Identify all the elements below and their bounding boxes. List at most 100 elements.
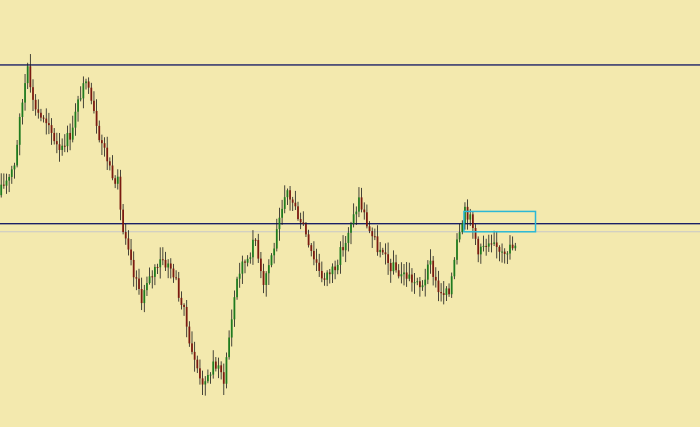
candle-bear — [103, 143, 106, 148]
candle-bear — [299, 219, 302, 223]
candle-bear — [185, 306, 188, 327]
candle-bear — [437, 280, 440, 293]
candles-layer — [0, 54, 517, 396]
candle-bull — [265, 273, 268, 285]
candle-bull — [408, 274, 411, 279]
candle-bear — [172, 268, 175, 278]
candle-bull — [482, 245, 485, 247]
candle-bear — [289, 190, 291, 200]
candle-bear — [297, 206, 299, 220]
candle-bear — [191, 343, 193, 352]
candle-bear — [328, 272, 331, 275]
candle-bear — [498, 246, 501, 252]
candle-bull — [241, 261, 244, 274]
candle-bear — [405, 272, 408, 279]
candle-bear — [485, 245, 488, 247]
candle-bull — [416, 281, 419, 283]
candle-bear — [389, 262, 392, 272]
candle-bear — [440, 292, 442, 294]
candle-bull — [159, 259, 162, 268]
candle-bear — [101, 140, 103, 144]
candle-bull — [85, 81, 87, 84]
candle-bear — [127, 238, 130, 250]
candle-bear — [98, 125, 101, 141]
candle-bear — [114, 178, 117, 184]
candle-bear — [381, 249, 384, 253]
candle-bear — [411, 274, 413, 283]
candle-bear — [151, 276, 154, 278]
candle-bull — [154, 266, 156, 277]
candle-bear — [90, 87, 93, 101]
candle-bear — [291, 199, 294, 203]
candle-bear — [95, 110, 98, 126]
candle-bear — [140, 289, 143, 304]
candle-bear — [130, 249, 132, 260]
candle-bull — [501, 251, 503, 253]
candle-bull — [514, 245, 517, 249]
candle-bear — [368, 226, 371, 232]
highlight-box[interactable] — [463, 210, 537, 233]
candle-bull — [228, 337, 230, 358]
candle-bull — [326, 272, 329, 280]
candle-bear — [161, 259, 164, 261]
candle-bull — [26, 66, 29, 84]
candle-bear — [477, 238, 480, 255]
candle-bear — [55, 141, 58, 145]
candle-bear — [63, 145, 66, 147]
candle-bear — [432, 260, 435, 277]
candle-bear — [214, 361, 217, 369]
candle-bull — [143, 290, 146, 304]
candle-bull — [270, 255, 273, 266]
candle-bull — [392, 262, 395, 272]
candle-bull — [339, 247, 342, 265]
candle-bear — [434, 276, 437, 281]
candle-bear — [93, 100, 95, 111]
candle-bear — [124, 232, 127, 239]
candle-bull — [456, 239, 458, 260]
candle-bear — [108, 161, 111, 166]
candle-bull — [77, 99, 79, 112]
candle-bear — [138, 278, 140, 290]
candle-bull — [8, 176, 11, 181]
candle-bull — [212, 361, 215, 375]
candle-bear — [376, 236, 379, 253]
candle-bull — [16, 144, 18, 166]
candle-bull — [246, 258, 249, 263]
candle-bull — [487, 243, 490, 247]
candle-bear — [371, 231, 374, 237]
candle-bear — [132, 259, 135, 278]
candle-bull — [403, 272, 405, 275]
candle-bull — [350, 223, 352, 233]
candle-bull — [5, 180, 8, 186]
candle-bear — [257, 240, 260, 259]
candle-bear — [260, 258, 262, 272]
candle-bear — [262, 271, 265, 285]
candle-bull — [236, 278, 238, 298]
candle-bear — [40, 112, 42, 118]
candle-bear — [175, 277, 177, 279]
candle-bull — [424, 279, 427, 286]
candle-bull — [21, 102, 24, 117]
candle-bear — [34, 99, 37, 110]
candle-bear — [2, 184, 5, 186]
candle-bull — [509, 244, 511, 254]
candle-bear — [48, 123, 50, 126]
candle-bear — [106, 147, 109, 162]
candle-bull — [249, 257, 252, 259]
candle-bear — [122, 209, 124, 233]
candle-bear — [366, 212, 368, 227]
candle-bull — [116, 176, 119, 184]
candle-bull — [461, 223, 464, 233]
annotations-layer — [463, 210, 537, 233]
candle-bull — [464, 206, 466, 224]
candle-bear — [188, 326, 191, 344]
candle-bear — [384, 252, 387, 255]
candle-bear — [360, 197, 363, 210]
candle-bear — [222, 372, 225, 384]
levels-layer — [0, 64, 700, 233]
candle-bear — [320, 270, 323, 279]
candle-bear — [193, 351, 196, 360]
candle-bull — [217, 365, 220, 369]
